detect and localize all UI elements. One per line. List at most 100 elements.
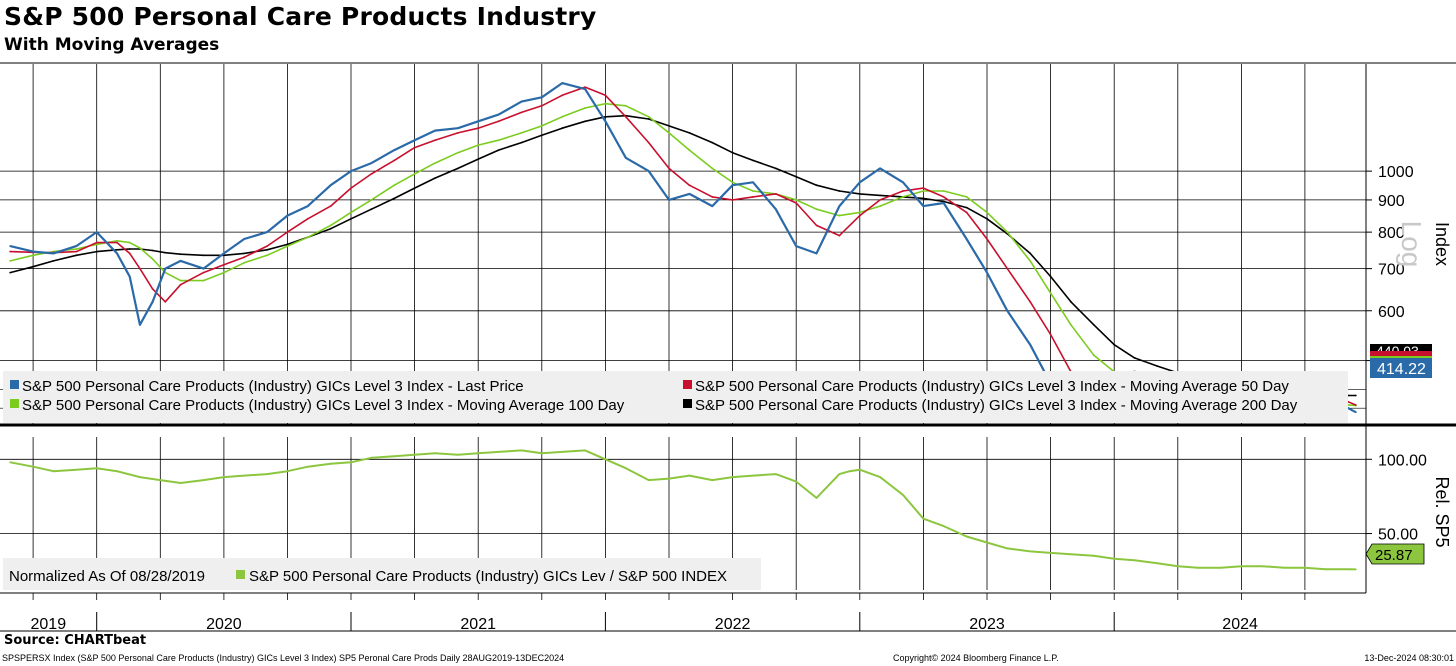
ma200-point [413,187,416,190]
ma200-point [1133,357,1136,359]
relative-point [1092,554,1095,557]
ma100-point [879,205,881,208]
relative-point [1304,566,1306,569]
ma50-point [624,115,627,118]
ma50-point [1006,267,1009,270]
relative-point [223,476,225,478]
ma200-point [329,227,332,230]
ma50-point [815,224,818,227]
ma200-point [647,118,650,120]
ma50-point [965,211,968,214]
price-panel-grid [0,64,1366,425]
ma50-point [647,141,650,144]
last-price-point [647,170,650,173]
relative-point [922,517,925,520]
price-legend: S&P 500 Personal Care Products (Industry… [3,371,1348,423]
ma200-point [731,151,734,154]
log-scale-label: Log [1396,221,1427,268]
ma200-point [752,159,754,162]
ma200-point [1354,394,1357,397]
relative-point [1029,550,1032,553]
ma50-point [286,231,289,234]
last-price-point [52,252,55,255]
last-price-point [243,238,246,240]
ma200-point [1049,275,1052,278]
relative-point [711,479,714,481]
ma100-point [243,261,246,264]
x-tick-label: 2022 [715,616,751,633]
ma200-point [942,200,945,203]
ma200-point [815,184,818,187]
ma100-point [688,149,691,152]
relative-last-value-label: 25.87 [1375,547,1413,564]
x-axis-labels: 2019 2020 2021 2022 2023 2024 [31,593,1306,633]
ma100-point [139,247,141,249]
ma200-point [477,158,480,161]
last-price-point [879,167,881,170]
ma100-point [731,181,734,184]
last-price-point [286,214,289,217]
relative-point [1049,552,1052,554]
ma200-point [52,260,55,262]
ma100-point [223,271,225,274]
ma100-point [752,190,754,192]
last-price-point [838,205,841,208]
price-axis-title: Index [1432,222,1452,266]
ma200-point [1156,365,1159,367]
ma50-point [116,241,118,244]
ma200-point [116,248,118,251]
last-price-point [942,202,945,204]
last-price-point [624,156,627,159]
relative-point [1260,565,1263,568]
footer-copyright: Copyright© 2024 Bloomberg Finance L.P. [893,653,1059,663]
price-last-value-tags: 440.03 414.22 [1370,343,1432,378]
ma200-point [75,254,78,257]
last-price-point [815,252,818,255]
x-tick-label: 2021 [460,616,496,633]
legend-label-last-price: S&P 500 Personal Care Products (Industry… [22,378,524,395]
last-price-point [477,120,480,123]
ma200-point [350,217,352,220]
ma200-point [520,141,523,144]
ma100-point [32,254,34,257]
ma100-point [413,173,416,175]
last-price-point [902,181,904,184]
relative-point [1240,565,1243,568]
ma100-point [647,115,650,118]
ma100-point [477,144,480,147]
ma200-point [151,249,154,252]
relative-point [1176,565,1179,568]
last-price-point [164,267,167,270]
relative-point [942,525,945,527]
last-price-point [434,129,436,132]
relative-point [902,494,904,496]
ma100-point [457,151,459,154]
relative-point [116,470,118,473]
page-title: S&P 500 Personal Care Products Industry [4,2,597,31]
ma50-point [329,205,332,208]
ma200-point [128,248,131,250]
ma100-point [1092,354,1095,357]
relative-point [329,462,332,465]
ma100-point [497,139,500,142]
ma200-point [795,175,798,178]
ma100-point [151,258,154,260]
ma50-point [752,196,754,198]
ma100-point [95,243,98,246]
ma50-point [1354,404,1357,406]
ma200-point [434,177,436,180]
ma100-point [75,248,78,250]
legend-label-ma200: S&P 500 Personal Care Products (Industry… [695,397,1298,414]
price-last-value-label: 414.22 [1377,361,1426,378]
last-price-point [752,181,754,184]
legend-label-relative: S&P 500 Personal Care Products (Industry… [249,568,727,585]
price-y-tick-label: 600 [1378,304,1405,321]
relative-point [624,467,627,470]
relative-point [202,479,205,481]
ma50-point [879,199,881,201]
last-price-point [584,88,586,90]
ma200-point [604,115,607,118]
last-price-point [795,245,798,248]
ma100-point [584,107,586,109]
source-note: Source: CHARTbeat [4,633,147,648]
